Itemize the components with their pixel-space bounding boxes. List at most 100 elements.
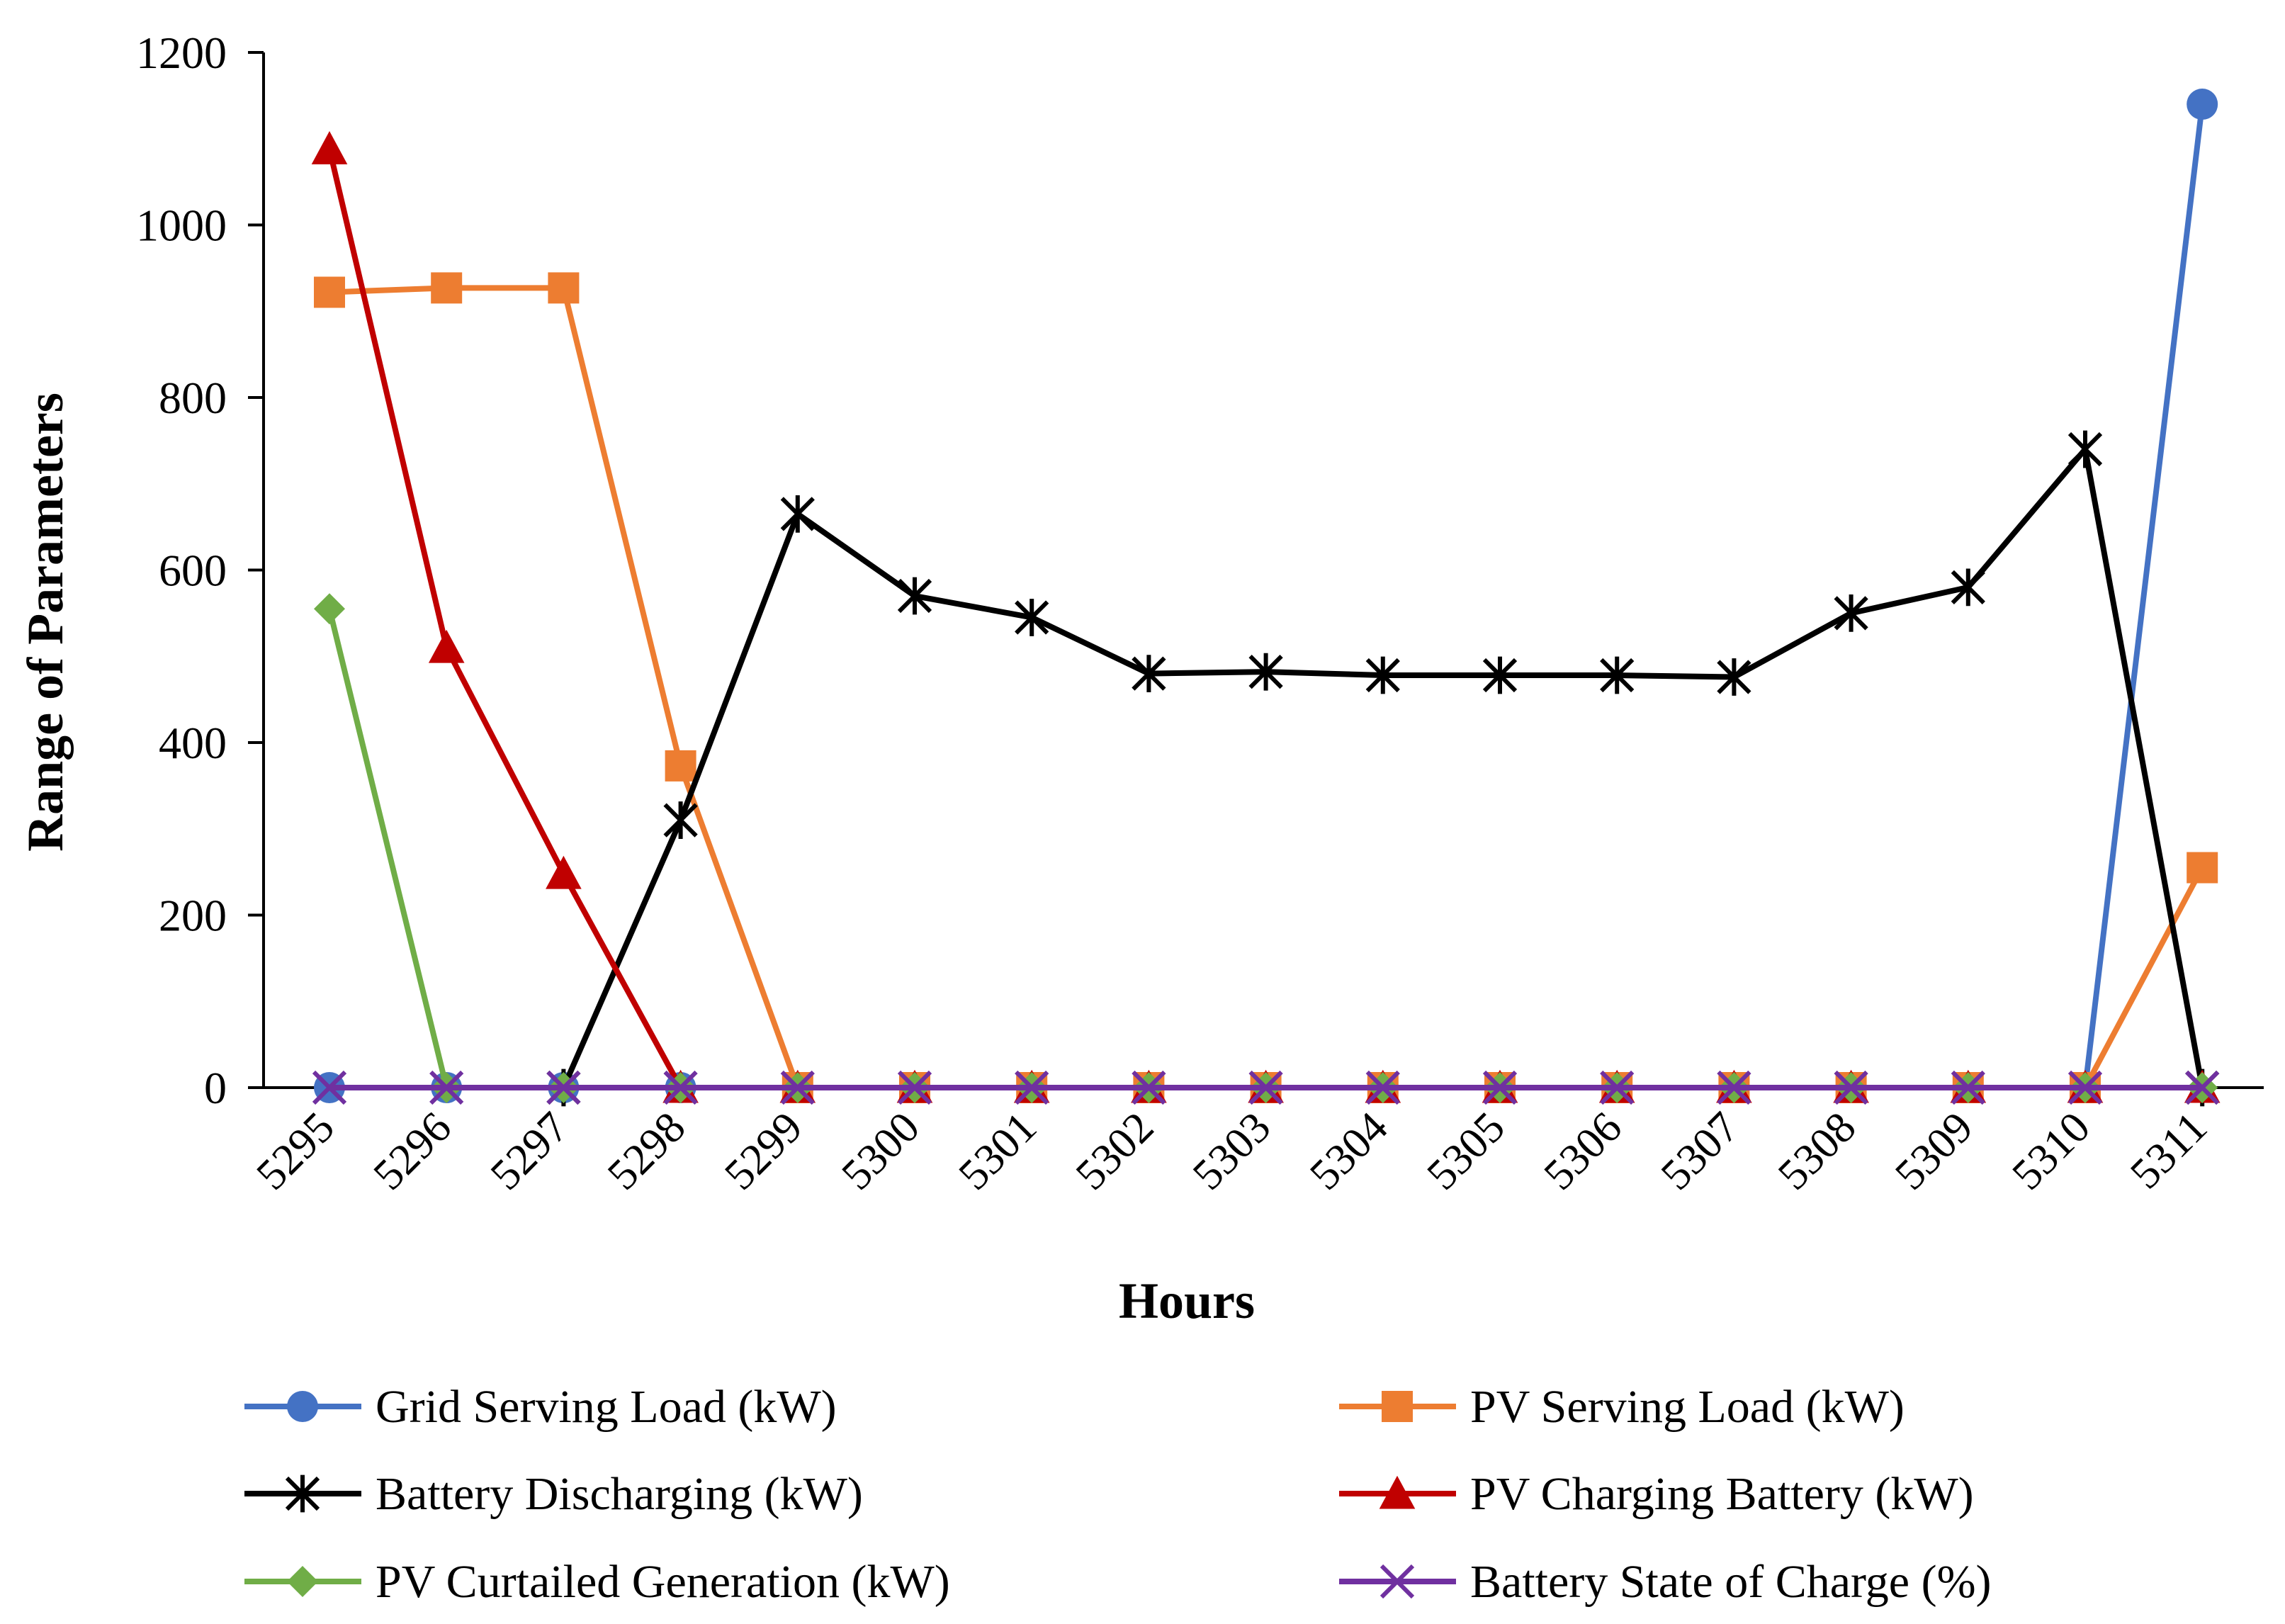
legend-label: Battery Discharging (kW) <box>376 1468 863 1520</box>
marker-stroke <box>429 1070 464 1105</box>
data-point <box>1834 594 1868 632</box>
legend-label: PV Curtailed Generation (kW) <box>376 1556 950 1608</box>
x-tick-label: 5309 <box>1886 1103 1982 1200</box>
marker-stroke <box>1482 1070 1518 1105</box>
data-point <box>1600 1070 1635 1105</box>
marker-stroke <box>1365 1070 1400 1105</box>
y-tick-label: 200 <box>159 891 227 941</box>
x-tick-label: 5305 <box>1418 1103 1514 1200</box>
data-point <box>2187 852 2218 884</box>
legend-item-battery-state-of-charge: Battery State of Charge (%) <box>1339 1556 1992 1608</box>
data-point <box>663 801 698 839</box>
y-axis-title: Range of Parameters <box>17 393 74 852</box>
data-point <box>2185 1070 2220 1105</box>
legend-marker <box>1379 1475 1416 1509</box>
data-point <box>429 1070 464 1105</box>
legend-item-pv-curtailed-generation-kw: PV Curtailed Generation (kW) <box>244 1556 950 1608</box>
data-point <box>1951 1070 1985 1105</box>
data-point <box>431 272 463 304</box>
y-tick-label: 600 <box>159 546 227 596</box>
data-point <box>1365 1070 1400 1105</box>
legend-marker <box>287 1566 318 1597</box>
data-point <box>1015 1070 1049 1105</box>
data-point <box>780 1070 815 1105</box>
data-point <box>311 131 348 164</box>
y-tick-label: 1200 <box>136 28 227 78</box>
y-tick-label: 400 <box>159 718 227 768</box>
series-line <box>327 148 2203 1090</box>
marker-stroke <box>2067 1070 2103 1105</box>
data-point <box>546 855 582 889</box>
marker-stroke <box>312 1070 347 1105</box>
data-point <box>314 593 345 625</box>
data-point <box>1365 656 1400 694</box>
y-tick-label: 0 <box>204 1063 227 1113</box>
marker-stroke <box>897 1070 932 1105</box>
data-point <box>780 495 815 533</box>
x-tick-label: 5306 <box>1535 1103 1631 1200</box>
marker-stroke <box>1717 1070 1751 1105</box>
data-point <box>897 1070 932 1105</box>
legend-item-battery-discharging-kw: Battery Discharging (kW) <box>244 1468 863 1520</box>
data-point <box>1248 653 1283 691</box>
marker-stroke <box>1834 1070 1868 1105</box>
series-line <box>560 446 2206 1089</box>
marker-stroke <box>1248 1070 1283 1105</box>
data-point <box>1248 1070 1283 1105</box>
legend-marker <box>1380 1564 1415 1599</box>
legend-label: PV Charging Battery (kW) <box>1470 1468 1974 1520</box>
x-tick-label: 5308 <box>1769 1103 1866 1200</box>
series-battery-state-of-charge <box>312 1070 2220 1105</box>
data-point <box>2067 430 2103 468</box>
x-tick-label: 5297 <box>482 1103 578 1200</box>
data-point <box>1834 1070 1868 1105</box>
legend-item-grid-serving-load-kw: Grid Serving Load (kW) <box>244 1381 837 1433</box>
marker-stroke <box>2185 1070 2220 1105</box>
legend-marker <box>1382 1391 1413 1422</box>
x-tick-label: 5300 <box>833 1103 929 1200</box>
x-tick-label: 5296 <box>364 1103 461 1200</box>
x-tick-label: 5310 <box>2003 1103 2099 1200</box>
marker-stroke <box>780 1070 815 1105</box>
data-point <box>1482 656 1518 694</box>
data-point <box>1132 655 1166 692</box>
x-tick-label: 5303 <box>1184 1103 1280 1200</box>
data-point <box>2067 1070 2103 1105</box>
legend-marker <box>287 1391 318 1422</box>
x-tick-label: 5295 <box>247 1103 344 1200</box>
data-point <box>1717 658 1751 696</box>
x-tick-label: 5302 <box>1067 1103 1163 1200</box>
x-tick-label: 5299 <box>716 1103 812 1200</box>
data-point <box>428 629 465 663</box>
legend-label: PV Serving Load (kW) <box>1470 1381 1905 1433</box>
legend-label: Grid Serving Load (kW) <box>376 1381 837 1433</box>
data-point <box>1600 656 1635 694</box>
axes: 0 200 400 600 800 1000 1200 5295 5296 5297 5298 529… <box>136 28 2264 1200</box>
series-pv-charging-battery-kw <box>311 131 2221 1103</box>
marker-stroke <box>1132 1070 1166 1105</box>
series-group <box>311 89 2221 1107</box>
marker-stroke <box>1015 1070 1049 1105</box>
data-point <box>663 1070 698 1105</box>
legend-label: Battery State of Charge (%) <box>1470 1556 1992 1608</box>
x-tick-label: 5304 <box>1301 1103 1397 1200</box>
legend: Grid Serving Load (kW) PV Serving Load (k… <box>244 1381 1992 1608</box>
data-point <box>546 1070 581 1105</box>
data-point <box>1482 1070 1518 1105</box>
x-tick-label: 5311 <box>2121 1103 2216 1198</box>
data-point <box>665 750 696 782</box>
x-tick-label: 5301 <box>949 1103 1046 1200</box>
data-point <box>548 272 580 304</box>
marker-stroke <box>546 1070 581 1105</box>
data-point <box>1015 599 1049 636</box>
marker-stroke <box>663 1070 698 1105</box>
data-point <box>1717 1070 1751 1105</box>
data-point <box>1951 568 1985 607</box>
series-battery-discharging-kw <box>546 430 2220 1107</box>
data-point <box>1132 1070 1166 1105</box>
marker-stroke <box>1600 1070 1635 1105</box>
x-axis-title: Hours <box>1119 1273 1255 1329</box>
x-tick-label: 5307 <box>1652 1103 1749 1200</box>
